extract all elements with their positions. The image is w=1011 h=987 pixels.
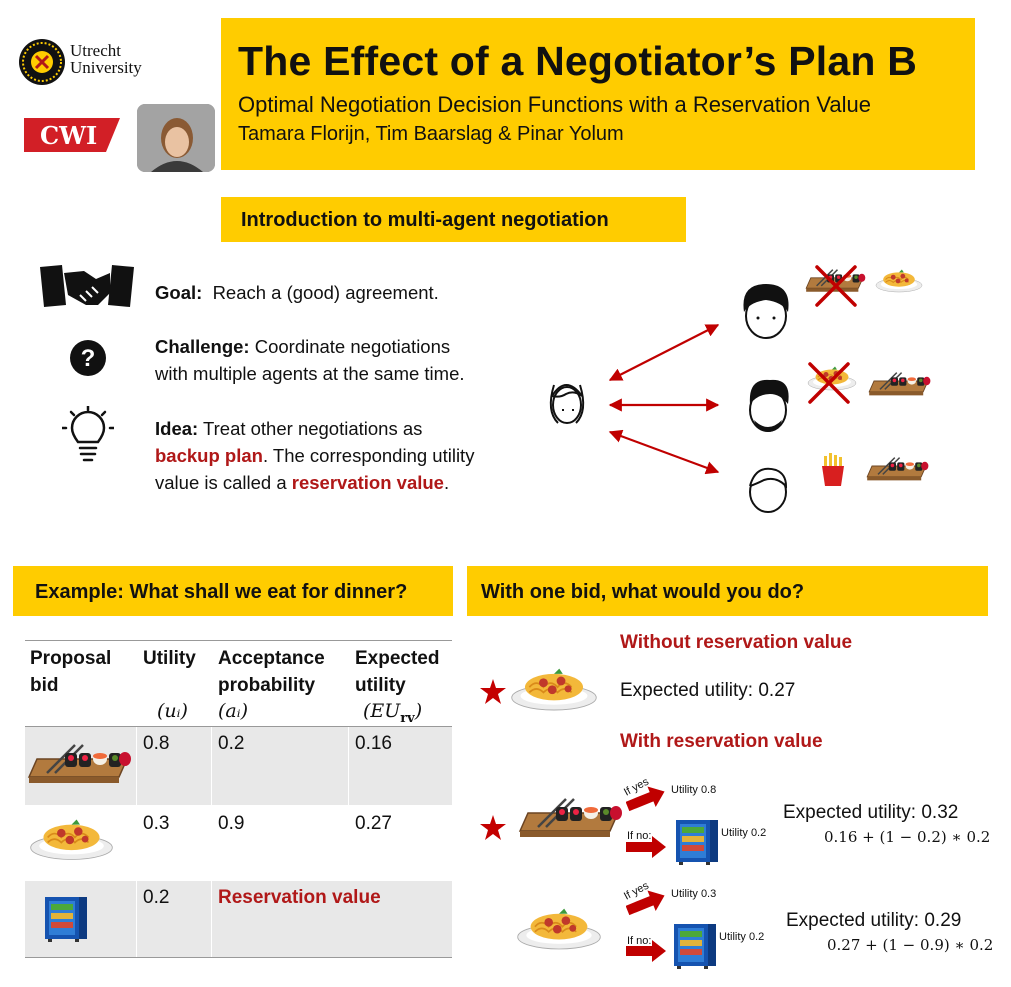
table-row: 0.2 Reservation value: [25, 881, 452, 957]
table-row: 0.3 0.9 0.27: [25, 805, 452, 881]
utrecht-line2: University: [70, 58, 142, 77]
yes-utility: Utility 0.8: [671, 784, 717, 796]
col-header-proposal-2: bid: [30, 675, 59, 696]
onebid-heading: With one bid, what would you do?: [467, 566, 988, 616]
svg-text:?: ?: [81, 345, 96, 372]
woman-face-icon: [549, 384, 585, 424]
bids-table: Proposal bid Utility (uᵢ) Acceptance pro…: [25, 640, 452, 958]
man-face-icon: [749, 379, 789, 432]
page-title: The Effect of a Negotiator’s Plan B: [238, 38, 918, 84]
col-header-expected: Expected: [355, 648, 440, 669]
without-rv-label: Without reservation value: [620, 632, 853, 653]
utrecht-logo: Utrecht University: [18, 38, 168, 88]
sushi-icon: [27, 743, 133, 785]
star-icon: [480, 815, 506, 840]
spaghetti-icon: [29, 818, 114, 861]
goal-label: Goal:: [155, 282, 203, 303]
handshake-icon: [40, 265, 134, 307]
cwi-logo-text: CWI: [40, 121, 98, 150]
utrecht-line1: Utrecht: [70, 41, 121, 60]
challenge-label: Challenge:: [155, 336, 250, 357]
with-rv-label: With reservation value: [620, 731, 823, 752]
question-icon: ?: [70, 340, 106, 376]
negotiation-diagram: [549, 265, 932, 513]
no-utility: Utility 0.2: [719, 931, 765, 943]
col-symbol-utility: (uᵢ): [157, 700, 188, 722]
arrow-no-icon: [626, 940, 666, 962]
fries-icon: [822, 453, 844, 486]
idea-text-2: . The corresponding utility: [262, 445, 475, 466]
col-header-expected-2: utility: [355, 675, 406, 696]
goal-text: Reach a (good) agreement.: [212, 282, 439, 303]
row-utility: 0.3: [143, 813, 170, 834]
idea-text-1: Treat other negotiations as: [203, 418, 423, 439]
idea-label: Idea:: [155, 418, 199, 439]
option2-eu: Expected utility: 0.29: [786, 910, 962, 931]
table-row: 0.8 0.2 0.16: [25, 727, 452, 805]
row-utility: 0.2: [143, 887, 170, 908]
fridge-icon: [45, 897, 87, 942]
author-photo: [137, 104, 215, 172]
fridge-icon: [676, 820, 718, 865]
sushi-icon: [518, 797, 624, 839]
sushi-icon: [866, 456, 930, 482]
title-banner: [221, 18, 975, 170]
row-acceptance: 0.2: [218, 733, 245, 754]
if-no-label: If no:: [627, 830, 652, 842]
option1-formula: 0.16 + (1 − 0.2) ∗ 0.2: [824, 828, 991, 846]
intro-heading: Introduction to multi-agent negotiation: [221, 197, 686, 242]
authors: Tamara Florijn, Tim Baarslag & Pinar Yol…: [238, 123, 624, 145]
no-utility: Utility 0.2: [721, 827, 767, 839]
spaghetti-icon: [516, 907, 602, 950]
star-icon: [480, 679, 506, 704]
reservation-value-highlight: reservation value: [291, 472, 444, 493]
fridge-icon: [674, 924, 716, 969]
man-face-icon: [743, 284, 789, 339]
without-rv-eu: Expected utility: 0.27: [620, 680, 796, 701]
idea-text-4: .: [443, 472, 450, 493]
col-header-acceptance: Acceptance: [218, 648, 325, 669]
example-heading: Example: What shall we eat for dinner?: [13, 566, 453, 616]
man-face-icon: [749, 467, 788, 513]
col-symbol-acceptance: (aᵢ): [218, 700, 248, 722]
page-subtitle: Optimal Negotiation Decision Functions w…: [238, 92, 872, 117]
row-expected: 0.27: [355, 813, 392, 834]
row-reservation-value: Reservation value: [218, 887, 381, 908]
arrow-no-icon: [626, 836, 666, 858]
idea-text-3: value is called a: [155, 472, 287, 493]
utrecht-seal-icon: [19, 39, 65, 85]
if-no-label: If no:: [627, 935, 652, 947]
challenge-text-2: with multiple agents at the same time.: [155, 363, 465, 384]
row-expected: 0.16: [355, 733, 392, 754]
spaghetti-icon: [510, 667, 598, 711]
col-header-utility: Utility: [143, 648, 196, 669]
row-acceptance: 0.9: [218, 813, 245, 834]
col-symbol-expected: (EUrv): [363, 700, 423, 726]
option2-formula: 0.27 + (1 − 0.9) ∗ 0.2: [827, 936, 994, 954]
yes-utility: Utility 0.3: [671, 888, 717, 900]
option1-eu: Expected utility: 0.32: [783, 802, 959, 823]
lightbulb-icon: [62, 406, 114, 462]
sushi-icon: [868, 371, 932, 397]
spaghetti-icon: [875, 268, 923, 293]
challenge-text-1: Coordinate negotiations: [254, 336, 451, 357]
backup-plan-highlight: backup plan: [155, 445, 263, 466]
row-utility: 0.8: [143, 733, 170, 754]
col-header-proposal: Proposal: [30, 648, 112, 669]
cwi-logo: CWI: [24, 118, 120, 152]
col-header-acceptance-2: probability: [218, 675, 316, 696]
